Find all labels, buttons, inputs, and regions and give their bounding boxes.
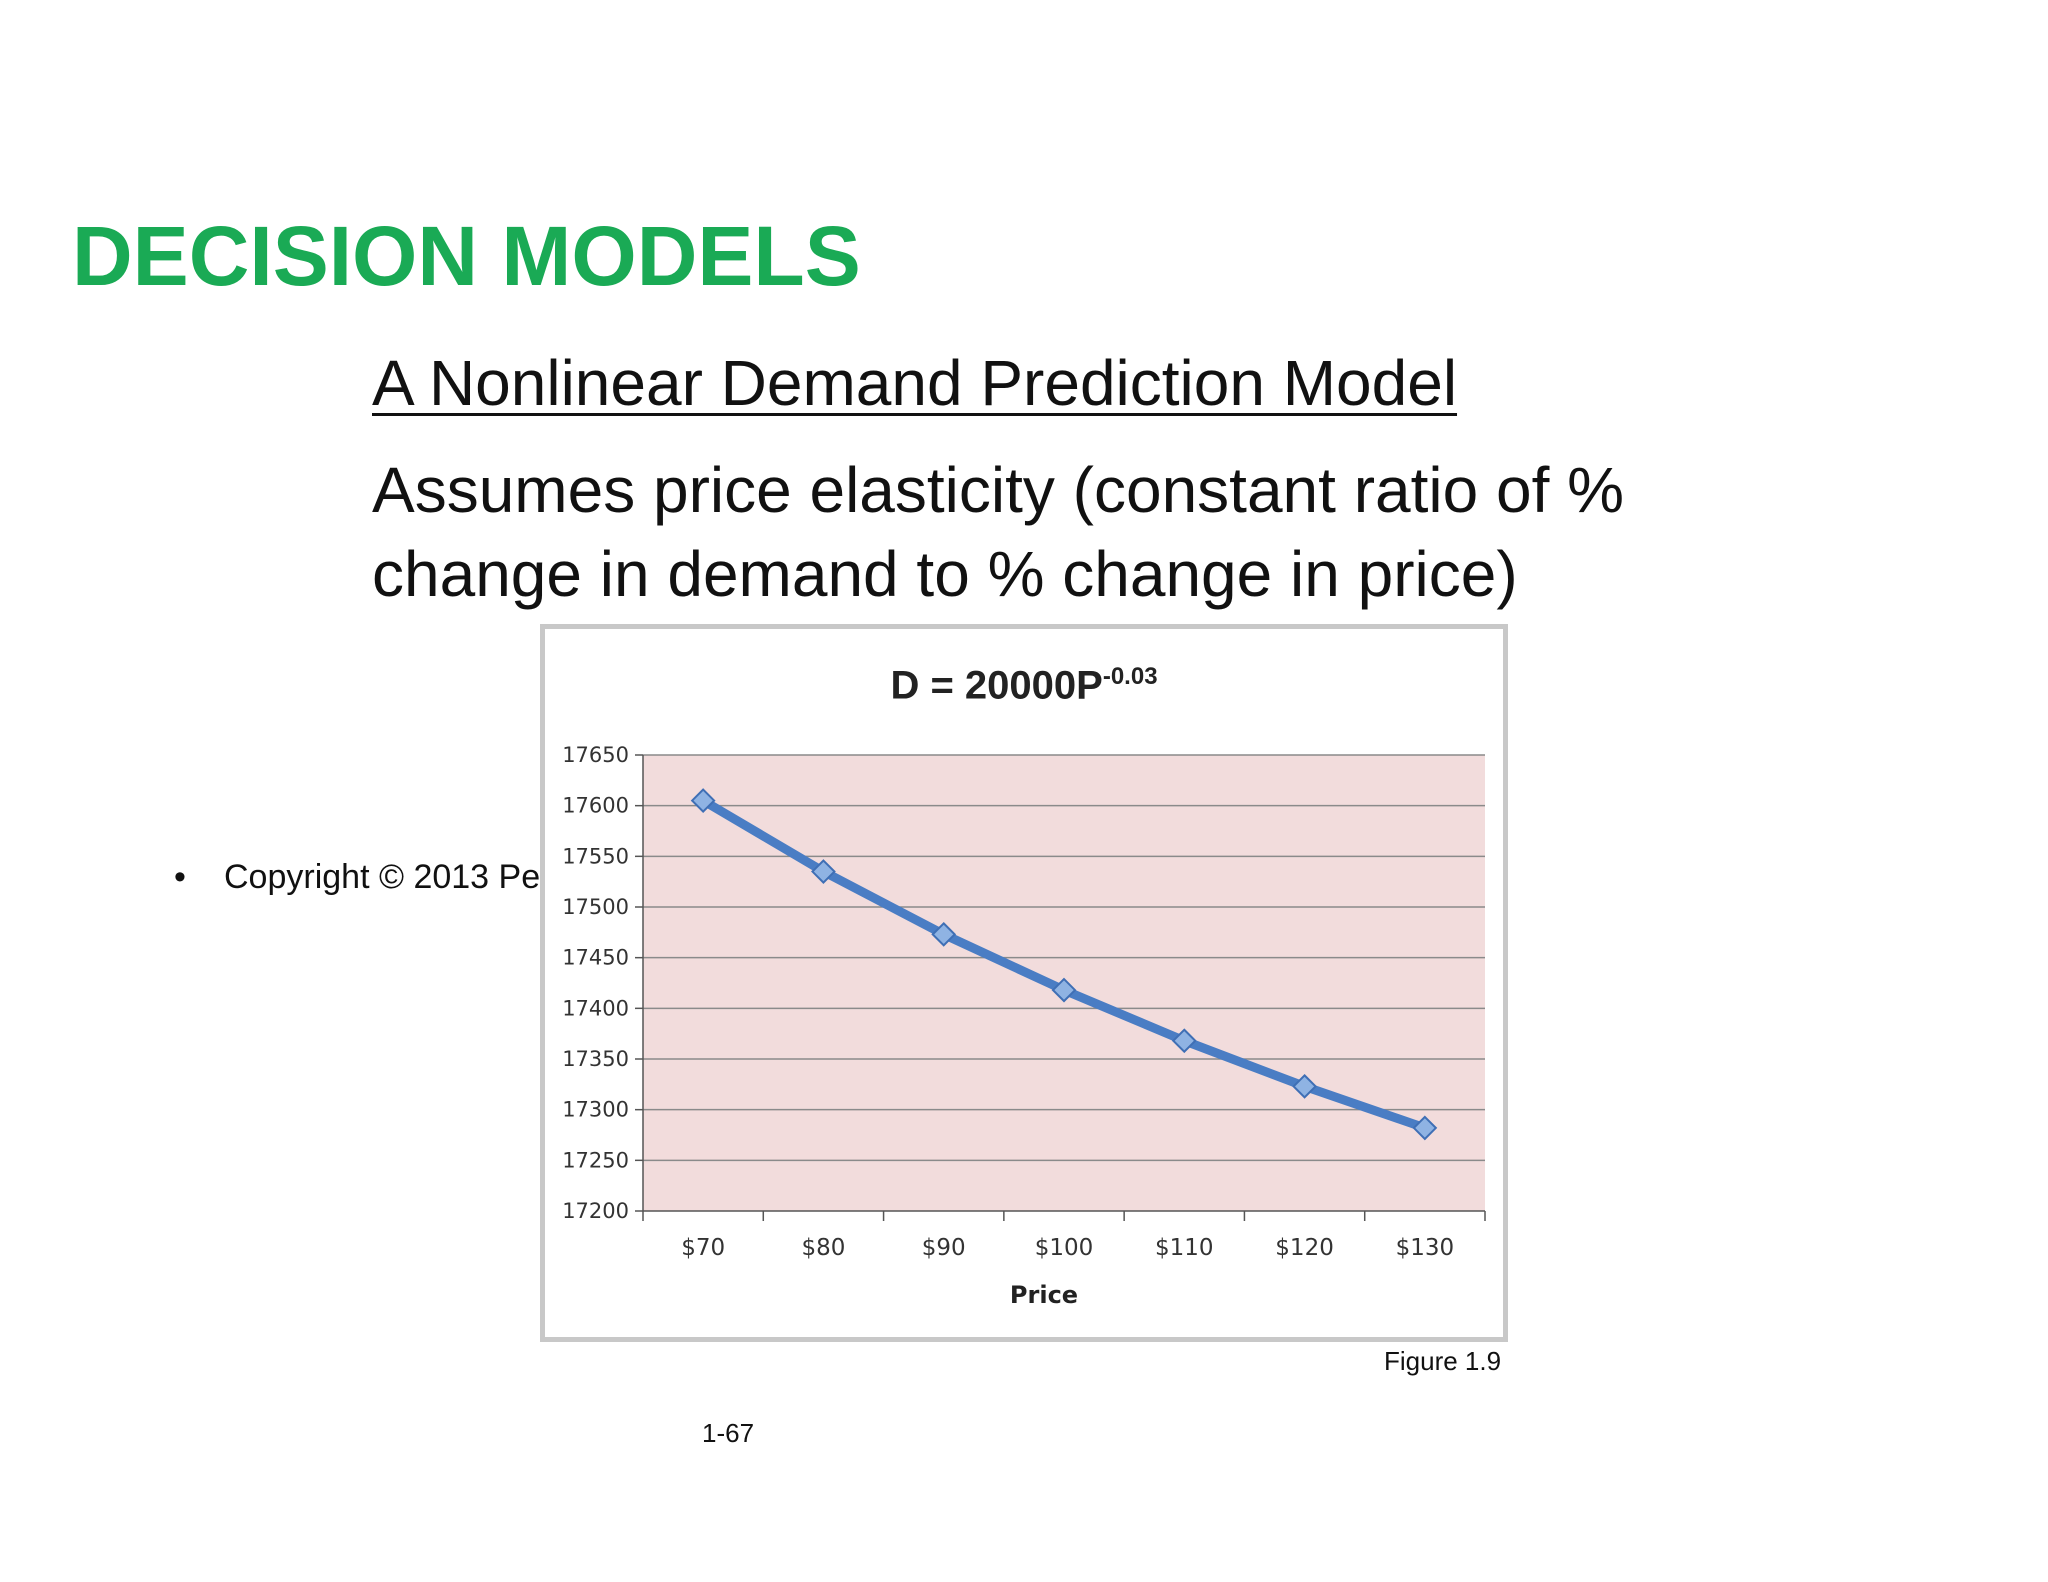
x-tick-label: $100 — [1035, 1235, 1094, 1261]
y-tick-label: 17250 — [562, 1148, 629, 1172]
y-tick-label: 17300 — [562, 1098, 629, 1122]
x-tick-label: $110 — [1155, 1235, 1214, 1261]
data-point — [811, 859, 836, 884]
data-point — [1292, 1073, 1317, 1099]
data-point — [1412, 1115, 1438, 1141]
y-tick-label: 17500 — [562, 895, 629, 919]
x-tick-label: $90 — [922, 1235, 966, 1261]
x-tick-label: $120 — [1275, 1235, 1334, 1261]
y-tick-label: 17550 — [562, 844, 629, 868]
data-point — [1171, 1028, 1197, 1054]
figure-caption: Figure 1.9 — [1384, 1346, 1502, 1376]
data-point — [690, 788, 716, 814]
y-tick-label: 17350 — [562, 1047, 629, 1071]
slide-subtitle: A Nonlinear Demand Prediction Model — [372, 347, 1458, 419]
copyright-text: Copyright © 2013 Pe — [224, 858, 541, 896]
chart-title-exponent: -0.03 — [1102, 663, 1158, 690]
y-tick-label: 17200 — [562, 1199, 629, 1223]
y-tick-label: 17450 — [562, 946, 629, 970]
data-point — [931, 921, 957, 947]
x-tick-label: $80 — [801, 1235, 845, 1261]
x-axis-label: Price — [1010, 1281, 1078, 1309]
slide-number: 1-67 — [702, 1418, 755, 1448]
chart-plot: 17200 17250 17300 17350 17400 17450 17500 17550… — [562, 743, 1486, 1309]
x-tick-label: $130 — [1396, 1235, 1455, 1261]
y-tick-label: 17600 — [562, 794, 629, 818]
chart-title: D = 20000P-0.03 — [545, 663, 1503, 708]
data-point — [1051, 977, 1077, 1003]
demand-chart: 17200 17250 17300 17350 17400 17450 17500 17550… — [540, 624, 1508, 1342]
bullet-dot-icon: • — [174, 858, 186, 896]
chart-title-base: D = 20000P — [890, 663, 1103, 708]
y-tick-label: 17400 — [562, 996, 629, 1020]
copyright-bullet: • Copyright © 2013 Pe — [174, 858, 540, 897]
x-tick-label: $70 — [681, 1235, 725, 1261]
slide-title: DECISION MODELS — [72, 209, 861, 303]
slide-body-text: Assumes price elasticity (constant ratio… — [372, 454, 1625, 610]
y-tick-label: 17650 — [562, 743, 629, 767]
